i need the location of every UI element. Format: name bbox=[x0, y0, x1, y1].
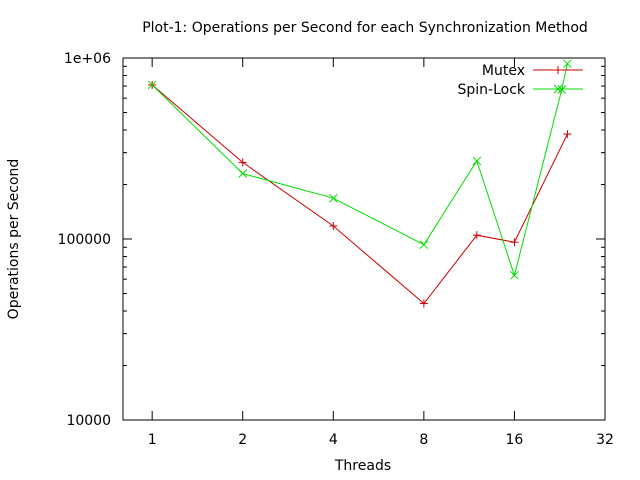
x-tick-label: 1 bbox=[148, 432, 157, 448]
x-tick-label: 4 bbox=[329, 432, 338, 448]
data-point bbox=[328, 193, 338, 203]
legend-label: Mutex bbox=[482, 63, 525, 79]
x-tick-label: 32 bbox=[596, 432, 614, 448]
x-axis: 1 2 4 8 16 32 bbox=[148, 58, 614, 448]
series-line-spin-lock bbox=[151, 63, 568, 278]
data-point bbox=[472, 156, 482, 166]
data-point bbox=[147, 80, 157, 90]
data-point bbox=[510, 238, 519, 247]
data-point bbox=[563, 130, 572, 139]
series-group bbox=[147, 59, 572, 308]
data-point bbox=[238, 169, 248, 178]
y-tick-label: 1e+06 bbox=[64, 51, 111, 67]
x-tick-label: 2 bbox=[238, 432, 247, 448]
legend-label: Spin-Lock bbox=[457, 82, 525, 98]
data-point bbox=[472, 231, 481, 240]
x-tick-label: 16 bbox=[506, 432, 524, 448]
x-axis-label: Threads bbox=[334, 458, 391, 474]
y-axis-label: Operations per Second bbox=[6, 159, 22, 320]
y-tick-label: 100000 bbox=[58, 232, 111, 248]
data-point bbox=[329, 221, 338, 230]
plot-frame bbox=[122, 57, 606, 421]
data-point bbox=[419, 299, 428, 308]
x-tick-label: 8 bbox=[419, 432, 428, 448]
y-tick-label: 10000 bbox=[66, 413, 111, 429]
data-point bbox=[238, 158, 247, 167]
series-line-mutex bbox=[151, 84, 568, 305]
data-point bbox=[563, 59, 572, 69]
data-point bbox=[419, 240, 429, 250]
data-point bbox=[510, 270, 519, 280]
y-axis: 10000 100000 1e+06 bbox=[58, 51, 605, 429]
legend-marker bbox=[554, 66, 562, 74]
chart-title: Plot-1: Operations per Second for each S… bbox=[142, 20, 588, 36]
legend: Mutex Spin-Lock bbox=[457, 63, 583, 98]
legend-marker bbox=[553, 84, 563, 94]
